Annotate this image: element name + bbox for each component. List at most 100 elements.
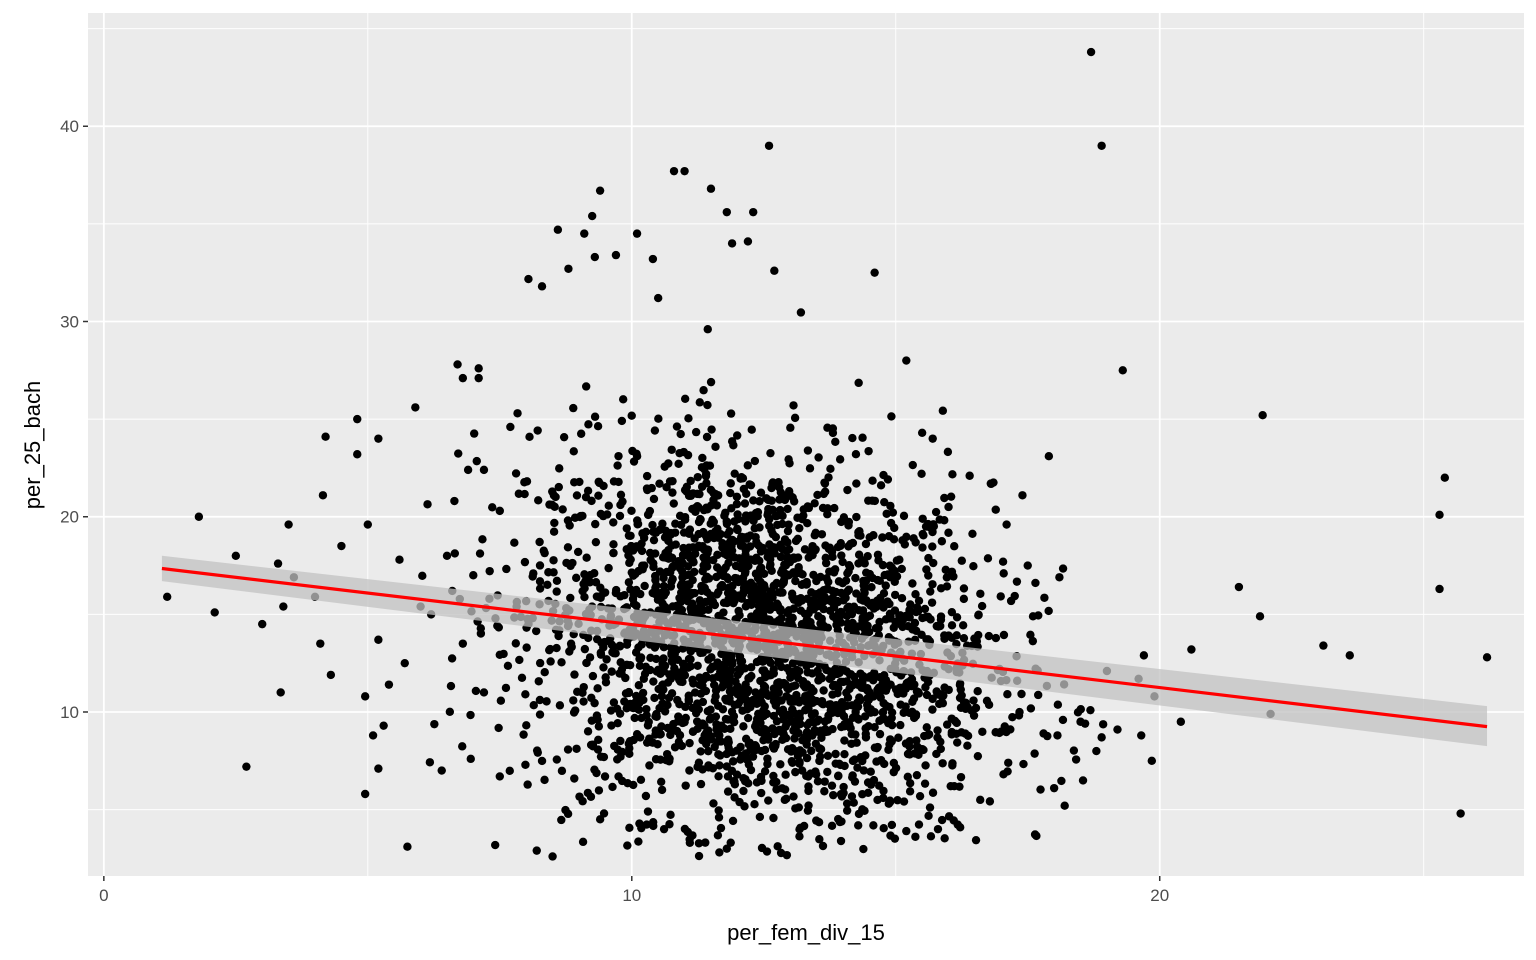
data-point [923, 677, 933, 687]
data-point [616, 658, 625, 667]
data-point [840, 736, 849, 745]
data-point [580, 570, 589, 579]
data-point [953, 738, 962, 747]
data-point [969, 696, 978, 705]
data-point [591, 578, 601, 587]
y-tick-label: 10 [60, 703, 79, 722]
data-point [685, 838, 695, 848]
data-point [701, 471, 711, 481]
data-point [540, 775, 549, 785]
data-point [914, 820, 924, 829]
data-point [880, 497, 889, 507]
data-point [582, 553, 591, 562]
data-point [1002, 520, 1011, 529]
data-point [326, 670, 336, 680]
data-point [524, 274, 533, 284]
data-point [596, 650, 606, 659]
data-point [745, 542, 755, 551]
data-point [618, 747, 627, 757]
data-point [675, 731, 685, 740]
data-point [666, 810, 675, 820]
data-point [572, 491, 582, 500]
data-point [875, 617, 884, 627]
data-point [776, 568, 786, 577]
data-point [859, 844, 868, 854]
data-point [535, 584, 545, 593]
data-point [859, 622, 868, 631]
data-point [609, 698, 619, 707]
data-point [648, 738, 658, 747]
data-point [795, 713, 804, 723]
data-point [845, 563, 855, 572]
data-point [569, 403, 578, 413]
data-point [799, 505, 808, 514]
data-point [885, 796, 895, 805]
data-point [633, 519, 643, 529]
data-point [879, 671, 889, 680]
data-point [974, 611, 983, 620]
data-point [521, 690, 530, 699]
data-point [652, 654, 661, 664]
data-point [772, 717, 782, 726]
data-point [823, 585, 832, 594]
data-point [775, 495, 784, 504]
data-point [769, 813, 778, 823]
data-point [537, 756, 547, 766]
data-point [273, 559, 283, 568]
data-point [899, 797, 909, 806]
data-point [900, 540, 910, 549]
data-point [886, 518, 896, 528]
data-point [946, 781, 955, 791]
data-point [609, 540, 618, 549]
data-point [511, 469, 521, 478]
data-point [607, 721, 616, 730]
data-point [828, 690, 837, 699]
data-point [691, 549, 700, 559]
data-point [554, 482, 563, 492]
data-point [698, 675, 708, 685]
data-point [944, 528, 953, 537]
data-point [847, 739, 856, 749]
data-point [928, 434, 937, 443]
data-point [858, 790, 867, 799]
data-point [812, 816, 821, 825]
data-point [713, 524, 722, 534]
data-point [704, 746, 713, 756]
data-point [869, 775, 879, 785]
data-point [563, 516, 573, 525]
data-point [828, 552, 837, 562]
data-point [446, 681, 456, 691]
data-point [939, 691, 948, 700]
data-point [817, 617, 826, 626]
data-point [688, 575, 697, 585]
data-point [559, 432, 569, 442]
data-point [846, 539, 855, 549]
data-point [977, 601, 987, 611]
data-point [777, 580, 787, 589]
data-point [940, 834, 949, 843]
data-point [797, 580, 807, 590]
data-point [876, 481, 886, 490]
data-point [946, 492, 956, 501]
data-point [776, 760, 785, 769]
data-point [615, 511, 625, 521]
data-point [695, 398, 705, 407]
data-point [842, 806, 852, 815]
data-point [820, 787, 829, 796]
data-point [848, 618, 857, 628]
data-point [813, 490, 822, 500]
data-point [837, 698, 847, 707]
data-point [732, 492, 742, 501]
data-point [607, 667, 616, 676]
data-point [557, 766, 567, 776]
data-point [535, 658, 545, 668]
data-point [1033, 690, 1043, 700]
data-point [706, 377, 716, 387]
data-point [1345, 651, 1354, 660]
data-point [647, 483, 656, 493]
data-point [701, 838, 710, 847]
data-point [830, 503, 839, 513]
y-tick-labels: 10 20 30 40 [60, 117, 79, 722]
data-point [821, 727, 830, 737]
data-point [793, 751, 803, 760]
